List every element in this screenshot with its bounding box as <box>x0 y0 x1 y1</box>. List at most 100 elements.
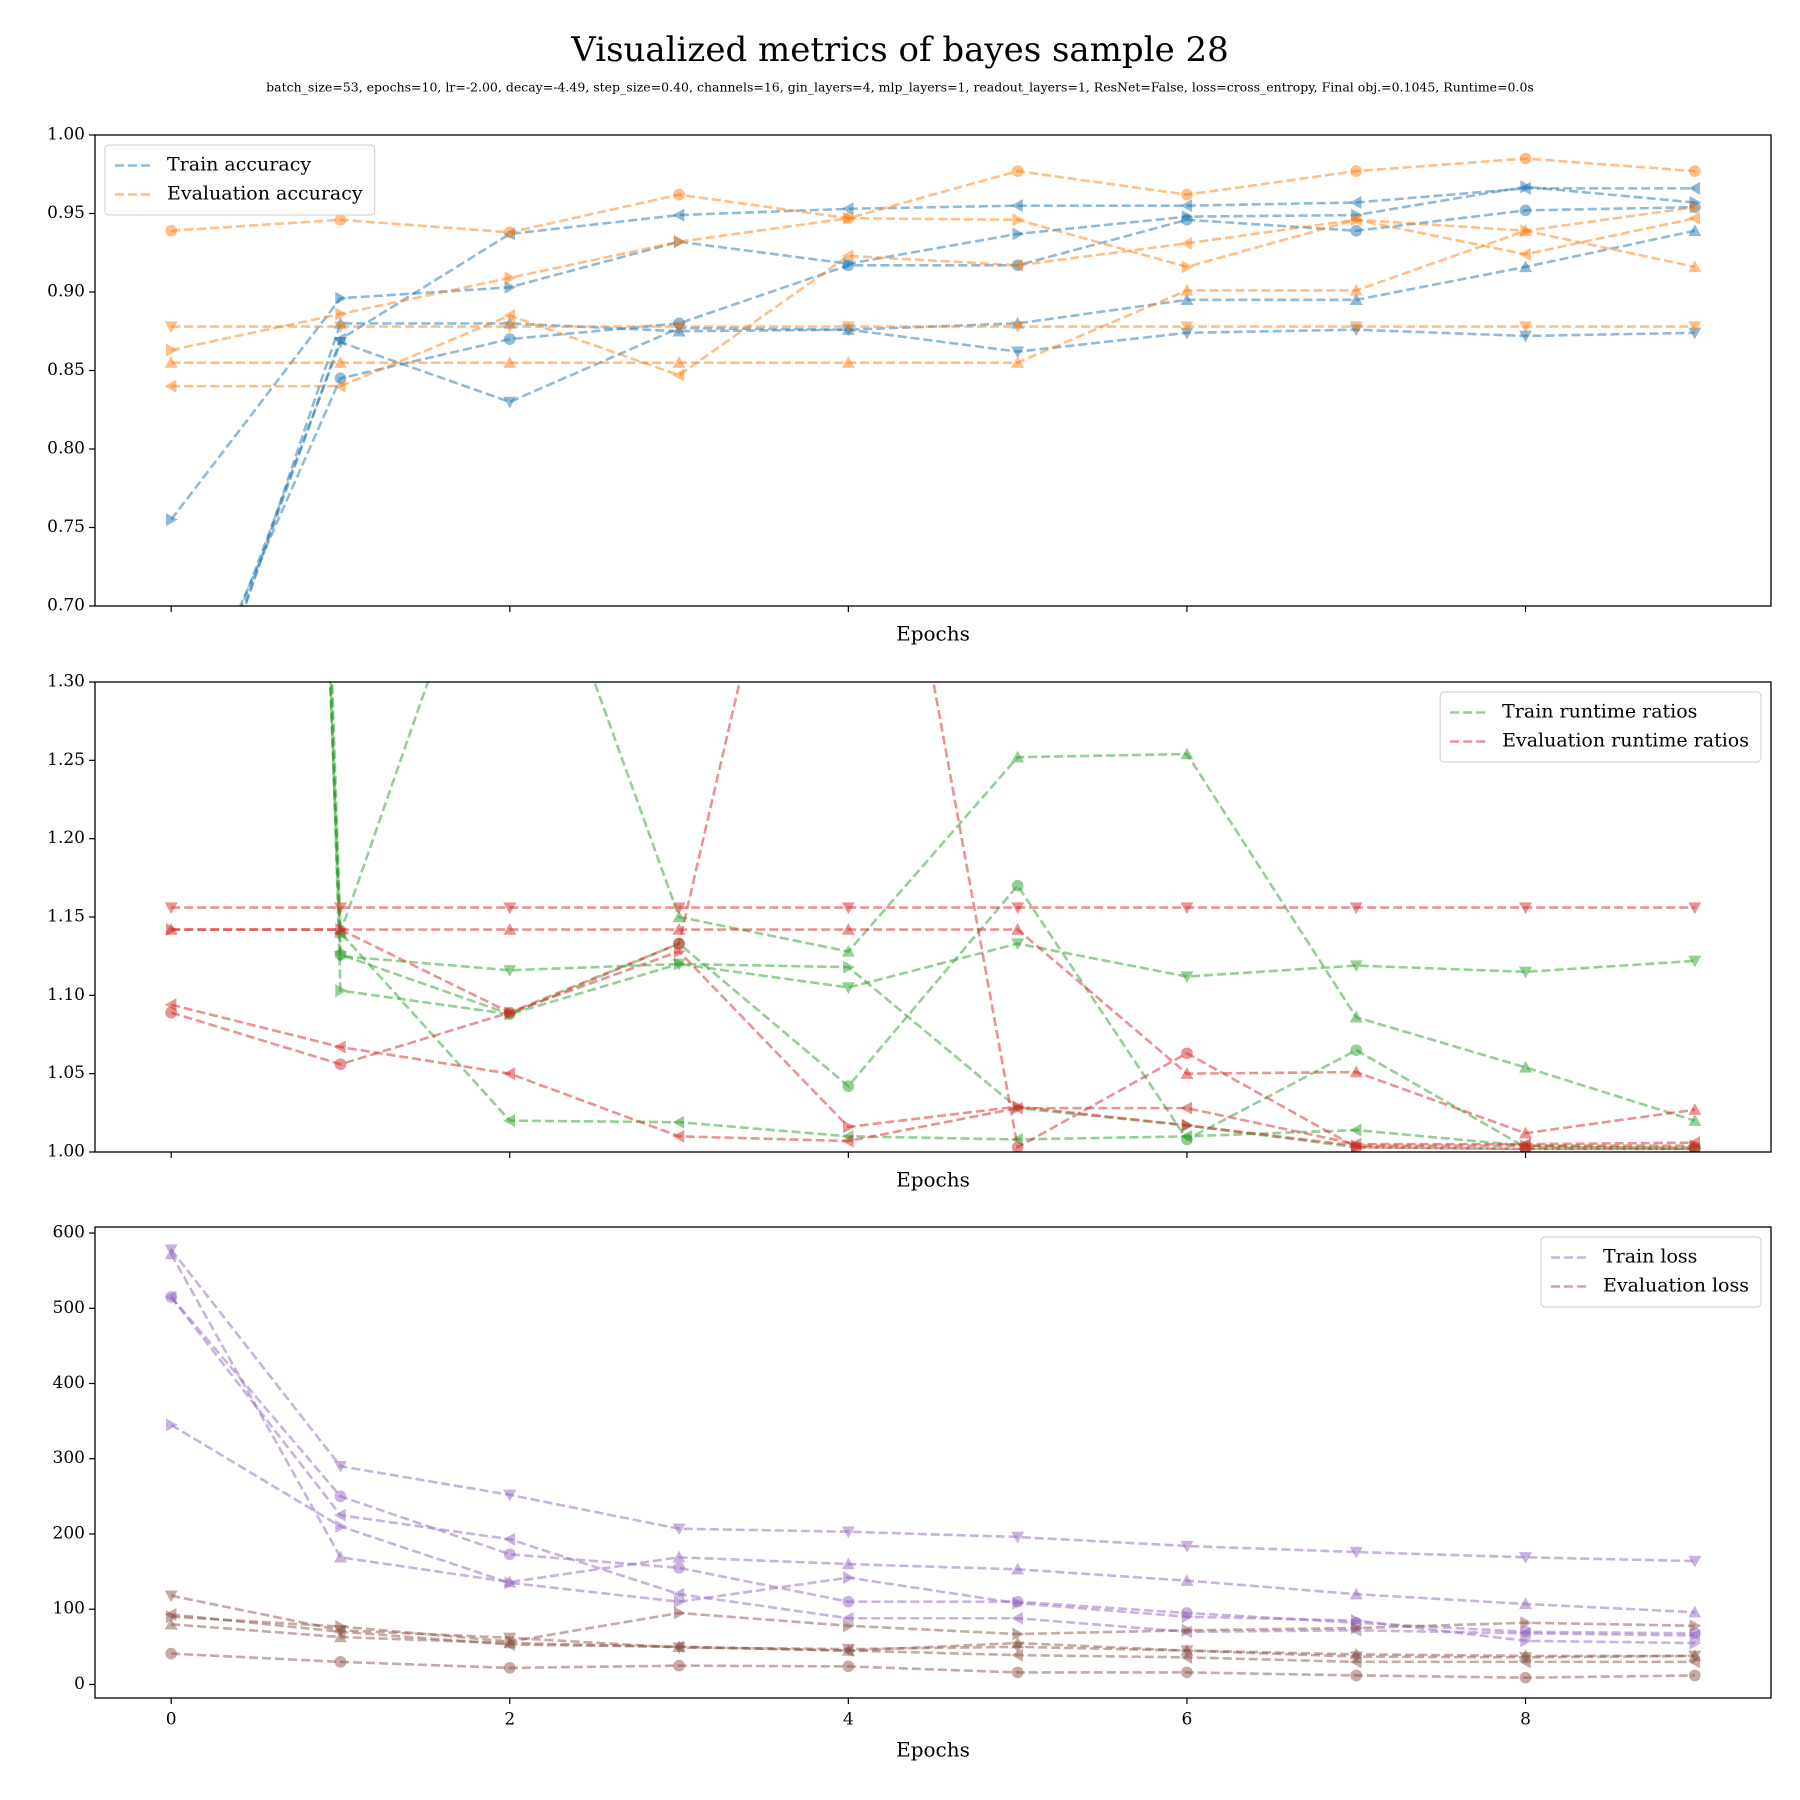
series-line <box>243 187 1695 606</box>
data-point <box>1011 165 1024 177</box>
data-point <box>1519 152 1532 165</box>
data-point <box>1349 1065 1363 1078</box>
data-point <box>503 965 517 977</box>
x-tick-label: 4 <box>843 1710 854 1730</box>
legend-label: Evaluation loss <box>1603 1275 1749 1297</box>
data-point <box>841 944 855 957</box>
series-line <box>171 157 1695 234</box>
data-point <box>1519 1126 1533 1139</box>
series-line <box>170 205 1695 352</box>
data-point <box>672 1640 685 1654</box>
panel: 1.00 1.05 1.10 1.15 1.20 1.25 1.30 Epochs Train … <box>47 672 1772 1192</box>
data-point <box>1688 224 1702 236</box>
data-point <box>1011 902 1025 915</box>
data-point <box>1180 1101 1193 1115</box>
x-axis-label: Epochs <box>896 1168 970 1192</box>
data-point <box>841 923 855 935</box>
y-tick-label: 0.95 <box>47 203 85 223</box>
data-point <box>1349 293 1363 306</box>
data-point <box>164 379 177 393</box>
data-point <box>1180 1650 1193 1664</box>
legend-box <box>1439 691 1762 763</box>
data-point <box>504 1576 517 1590</box>
data-point <box>1011 1531 1025 1544</box>
data-point <box>1519 1626 1531 1640</box>
data-point <box>1520 224 1533 238</box>
y-tick-label: 0 <box>74 1674 85 1694</box>
data-point <box>672 208 685 222</box>
data-point <box>672 1129 685 1143</box>
data-point <box>333 321 347 334</box>
data-point <box>1519 1060 1533 1073</box>
data-point <box>841 1134 854 1148</box>
data-point <box>333 1508 346 1522</box>
data-point <box>1519 1552 1533 1564</box>
data-point <box>841 356 855 368</box>
data-point <box>1688 1555 1702 1568</box>
data-point <box>1012 1596 1025 1610</box>
x-tick-label: 8 <box>1520 1710 1531 1730</box>
data-point <box>1350 165 1363 177</box>
axes-frame <box>94 1226 1772 1699</box>
data-point <box>165 224 178 237</box>
data-point <box>673 1561 685 1574</box>
data-point <box>673 957 686 971</box>
data-point <box>672 910 686 923</box>
axes-frame <box>94 681 1772 1153</box>
legend-label: Train accuracy <box>167 154 311 176</box>
data-point <box>1011 1666 1024 1679</box>
series-line <box>171 229 1696 364</box>
data-point <box>841 1557 855 1570</box>
data-point <box>1689 200 1702 214</box>
y-tick-label: 300 <box>53 1448 85 1468</box>
data-point <box>841 249 854 263</box>
legend-label: Evaluation runtime ratios <box>1502 730 1749 752</box>
data-point <box>1349 321 1363 334</box>
data-point <box>1688 165 1701 177</box>
y-tick-label: 0.90 <box>47 282 85 302</box>
data-point <box>503 309 515 323</box>
data-point <box>503 1662 516 1674</box>
series-line <box>171 1611 1695 1643</box>
data-point <box>1349 196 1362 210</box>
data-point <box>1011 346 1025 359</box>
data-point <box>335 291 347 305</box>
plot-area <box>164 152 1702 606</box>
data-point <box>503 923 517 935</box>
plot-area <box>164 1244 1702 1684</box>
data-point <box>672 368 685 382</box>
data-point <box>673 235 686 249</box>
series-line <box>330 682 1696 1122</box>
data-point <box>503 1489 517 1502</box>
data-point <box>1180 283 1194 296</box>
data-point <box>1011 1141 1024 1152</box>
panel: 0 100 200 300 400 500 600 0 2 4 6 8 Epochs Train loss… <box>53 1223 1772 1762</box>
data-point <box>333 1550 347 1563</box>
x-tick-label: 2 <box>504 1710 515 1730</box>
series-line <box>328 682 1695 1151</box>
data-point <box>842 1660 855 1673</box>
data-point <box>1688 1629 1701 1643</box>
data-point <box>1180 971 1194 984</box>
y-tick-label: 1.25 <box>47 750 85 770</box>
data-point <box>164 1590 178 1603</box>
data-point <box>672 923 686 935</box>
data-point <box>1688 1103 1702 1115</box>
data-point <box>164 1247 178 1260</box>
data-point <box>1011 750 1025 763</box>
data-point <box>164 998 177 1012</box>
data-point <box>165 1418 178 1432</box>
data-point <box>1181 1610 1194 1624</box>
x-tick-label: 0 <box>166 1710 177 1730</box>
data-point <box>673 944 686 958</box>
data-point <box>841 1644 854 1658</box>
panel: 0.70 0.75 0.80 0.85 0.90 0.95 1.00 Epochs Train … <box>47 125 1772 646</box>
data-point <box>1181 1623 1194 1637</box>
data-point <box>843 1120 855 1134</box>
y-tick-label: 600 <box>53 1223 85 1243</box>
data-point <box>841 902 855 915</box>
data-point <box>1519 1655 1531 1669</box>
data-point <box>1350 1044 1363 1057</box>
legend-box <box>1540 1236 1762 1308</box>
